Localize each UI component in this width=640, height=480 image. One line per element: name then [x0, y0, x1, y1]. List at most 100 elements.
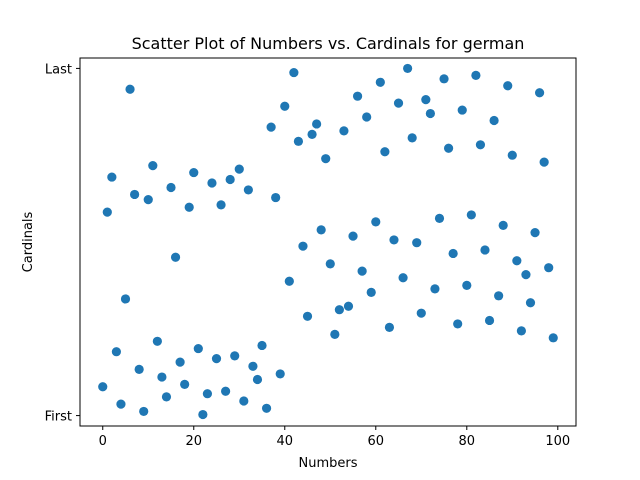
data-point [107, 172, 117, 182]
data-point [384, 322, 395, 332]
data-point [116, 399, 126, 409]
data-point [453, 319, 463, 329]
data-point [544, 263, 554, 273]
data-point [157, 372, 167, 382]
data-point [525, 298, 536, 308]
data-point [498, 220, 508, 230]
data-point [412, 238, 422, 248]
data-point [439, 74, 449, 84]
data-point [225, 174, 235, 185]
data-point [234, 164, 244, 174]
data-point [152, 336, 162, 346]
data-point [343, 301, 354, 311]
data-point [202, 389, 213, 399]
data-point [494, 291, 504, 301]
x-axis-label: Numbers [299, 456, 358, 471]
data-point [139, 406, 149, 417]
data-point [316, 225, 326, 235]
data-point [425, 108, 435, 119]
data-point [248, 361, 258, 371]
data-point [443, 143, 454, 153]
data-point [298, 241, 308, 251]
data-point [170, 252, 181, 262]
data-point [416, 308, 426, 318]
x-tick-label: 0 [99, 434, 107, 449]
data-point [302, 311, 313, 321]
x-axis-ticks: 0 20 40 60 80 100 [99, 426, 570, 449]
data-point [489, 115, 499, 126]
data-point [271, 192, 281, 203]
data-point [375, 77, 385, 87]
data-point [207, 178, 217, 188]
data-point [216, 200, 226, 210]
chart-title: Scatter Plot of Numbers vs. Cardinals fo… [132, 34, 525, 53]
data-point [530, 228, 540, 238]
data-point [189, 167, 199, 178]
data-point [403, 63, 413, 74]
data-point [348, 231, 358, 241]
data-point [289, 67, 299, 78]
data-point [198, 409, 208, 420]
x-tick-label: 40 [276, 434, 293, 449]
data-point [430, 284, 440, 294]
data-point [471, 70, 481, 80]
data-point [239, 396, 249, 406]
data-point [334, 305, 344, 315]
data-point [284, 276, 294, 286]
data-point [325, 259, 335, 269]
plot-frame [79, 57, 577, 427]
data-point [180, 379, 190, 389]
data-point [252, 374, 263, 385]
data-point [434, 213, 445, 223]
data-point [389, 235, 399, 245]
data-point [193, 343, 203, 354]
data-point [293, 136, 304, 146]
data-point [535, 88, 545, 98]
data-point [548, 333, 558, 343]
data-point [111, 347, 121, 357]
data-point [230, 351, 240, 361]
data-point [161, 392, 172, 402]
data-point [339, 126, 349, 136]
data-point [211, 354, 222, 364]
data-point [421, 95, 431, 105]
data-point [312, 119, 322, 129]
data-point [352, 91, 363, 101]
data-point [280, 101, 290, 111]
data-point [462, 280, 472, 290]
data-point [507, 150, 517, 160]
data-point [362, 112, 372, 122]
y-axis-ticks: First Last [45, 62, 80, 425]
data-point [539, 157, 549, 167]
data-point [243, 185, 253, 195]
data-point [221, 386, 231, 396]
data-point [184, 202, 194, 212]
x-tick-label: 80 [459, 434, 476, 449]
y-tick-label: Last [45, 62, 72, 77]
x-tick-label: 20 [185, 434, 202, 449]
data-points [98, 63, 558, 420]
data-point [257, 340, 267, 351]
data-point [357, 266, 367, 276]
data-point [148, 161, 158, 171]
data-point [134, 364, 144, 375]
data-point [475, 140, 486, 150]
data-point [125, 84, 135, 94]
data-point [143, 195, 153, 205]
data-point [98, 382, 108, 392]
data-point [407, 133, 417, 143]
data-point [102, 207, 112, 217]
data-point [466, 210, 476, 220]
data-point [120, 294, 131, 304]
data-point [484, 315, 495, 326]
data-point [166, 182, 176, 193]
data-point [480, 245, 490, 255]
data-point [398, 273, 408, 283]
data-point [307, 129, 317, 139]
data-point [393, 98, 404, 108]
data-point [266, 122, 276, 132]
data-point [521, 270, 531, 280]
data-point [516, 326, 526, 336]
data-point [371, 217, 381, 227]
